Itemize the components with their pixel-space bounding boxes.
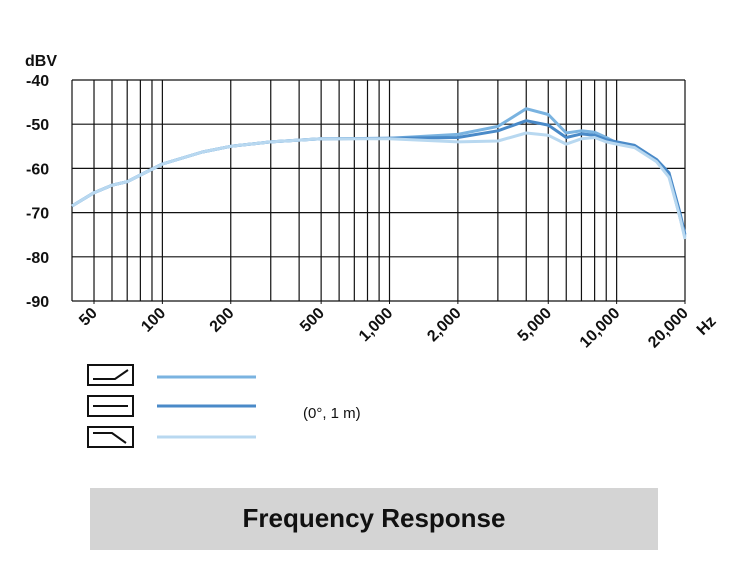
x-tick-label: 2,000 xyxy=(424,305,464,345)
series-line xyxy=(71,131,687,240)
x-tick-label: 500 xyxy=(297,305,328,336)
legend xyxy=(87,364,134,448)
y-tick-label: -50 xyxy=(26,117,49,134)
x-tick-label: 100 xyxy=(138,305,169,336)
annotation: (0°, 1 m) xyxy=(303,405,361,422)
chart-title: Frequency Response xyxy=(243,503,506,533)
title-box xyxy=(90,488,658,550)
y-tick-label: -90 xyxy=(26,294,49,311)
y-tick-label: -40 xyxy=(26,73,49,90)
legend-icon-shape xyxy=(93,369,129,380)
legend-icon xyxy=(87,364,134,386)
x-tick-label: 10,000 xyxy=(577,305,624,352)
y-tick-label: -70 xyxy=(26,206,49,223)
x-tick-label: 5,000 xyxy=(515,305,555,345)
x-tick-label: 1,000 xyxy=(356,305,396,345)
legend-icon xyxy=(87,426,134,448)
x-tick-label: 20,000 xyxy=(645,305,692,352)
x-tick-label: 200 xyxy=(207,305,238,336)
legend-icon-shape xyxy=(93,432,127,444)
x-tick-label: 50 xyxy=(76,305,101,330)
x-axis-label: Hz xyxy=(694,313,720,339)
y-axis-label: dBV xyxy=(25,53,57,70)
legend-icon xyxy=(87,395,134,417)
series-line xyxy=(71,107,687,238)
y-tick-label: -80 xyxy=(26,250,49,267)
y-tick-label: -60 xyxy=(26,161,49,178)
